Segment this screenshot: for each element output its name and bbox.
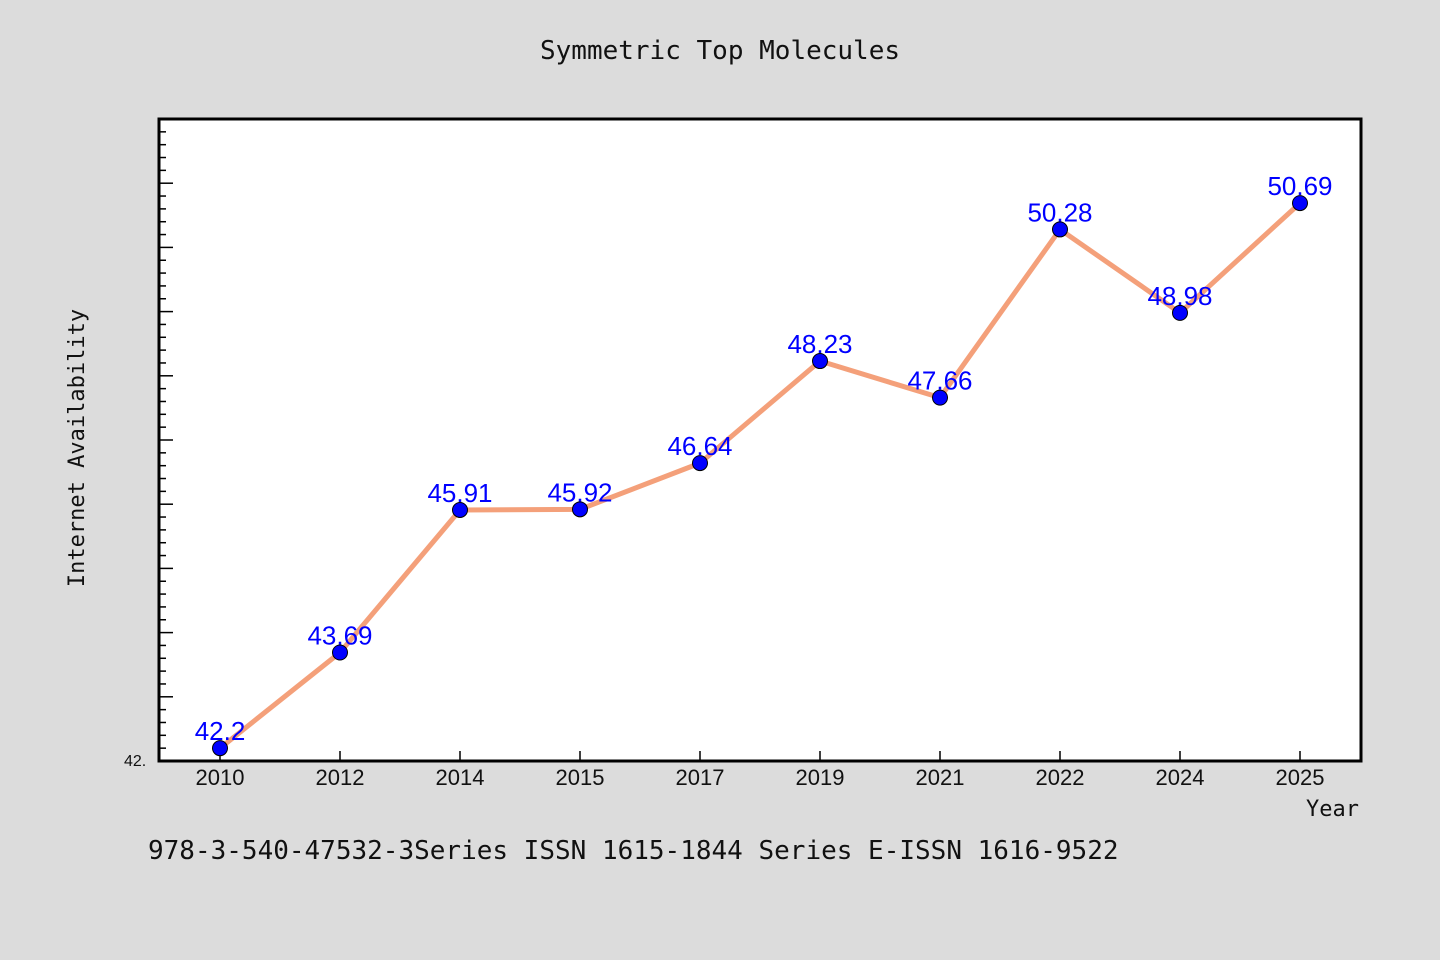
data-label: 50.28 <box>1027 197 1092 227</box>
x-axis-ticks: 2010 2012 2014 2015 2017 2019 2021 2022 2024 2025 <box>196 751 1325 790</box>
x-tick-label: 2019 <box>796 765 845 790</box>
x-tick-label: 2014 <box>436 765 485 790</box>
data-label: 48.98 <box>1147 281 1212 311</box>
data-point <box>812 353 828 370</box>
data-point <box>212 740 228 757</box>
x-tick-label: 2012 <box>316 765 365 790</box>
y-axis-label: Internet Availability <box>65 309 90 587</box>
x-axis-label: Year <box>1306 797 1359 822</box>
data-label: 45.92 <box>547 477 612 507</box>
data-label: 43.69 <box>307 621 372 651</box>
x-tick-label: 2022 <box>1036 765 1085 790</box>
data-label: 47.66 <box>907 366 972 396</box>
series-line <box>217 200 1303 751</box>
data-point <box>1172 304 1188 321</box>
data-label: 42.2 <box>195 716 246 746</box>
data-point <box>692 455 708 472</box>
data-label: 48.23 <box>787 329 852 359</box>
y-axis-min-label: 42. <box>124 753 146 770</box>
data-point <box>1052 221 1068 238</box>
data-point <box>1292 195 1308 212</box>
data-label: 50.69 <box>1267 171 1332 201</box>
data-point <box>332 644 348 661</box>
data-label: 46.64 <box>667 431 732 461</box>
data-label: 45.91 <box>427 478 492 508</box>
series-layer: 42.2 43.69 45.91 45.92 46.64 48.23 47.66 50.28 4… <box>195 171 1333 757</box>
data-point <box>932 389 948 406</box>
x-tick-label: 2024 <box>1156 765 1205 790</box>
x-tick-label: 2015 <box>556 765 605 790</box>
data-point <box>572 501 588 518</box>
y-axis-ticks <box>159 118 173 762</box>
x-tick-label: 2021 <box>916 765 965 790</box>
data-point <box>452 501 468 518</box>
x-tick-label: 2025 <box>1276 765 1325 790</box>
footer-note: 978-3-540-47532-3Series ISSN 1615-1844 S… <box>148 836 1119 866</box>
plot-area <box>157 117 1363 763</box>
chart-title: Symmetric Top Molecules <box>539 36 901 66</box>
x-tick-label: 2017 <box>676 765 725 790</box>
x-tick-label: 2010 <box>196 765 245 790</box>
